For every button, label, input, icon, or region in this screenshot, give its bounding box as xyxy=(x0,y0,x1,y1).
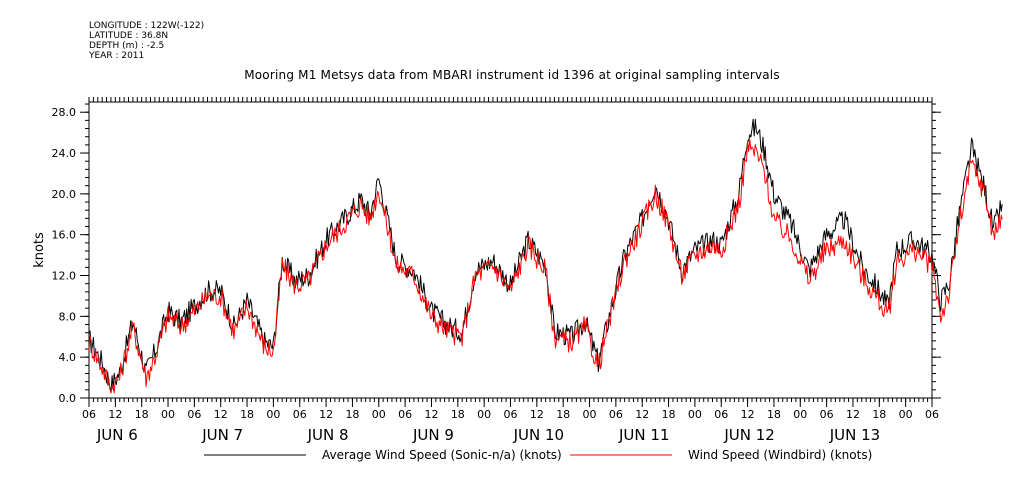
x-hour-tick-label: 06 xyxy=(398,408,412,421)
x-hour-tick-label: 00 xyxy=(161,408,175,421)
x-hour-tick-label: 12 xyxy=(635,408,649,421)
x-hour-tick-label: 06 xyxy=(714,408,728,421)
x-day-label: JUN 10 xyxy=(513,426,564,444)
x-hour-tick-label: 00 xyxy=(266,408,280,421)
meta-year: YEAR : 2011 xyxy=(89,51,145,61)
x-day-label: JUN 7 xyxy=(201,426,243,444)
plot-frame xyxy=(88,101,933,399)
x-hour-tick-label: 06 xyxy=(504,408,518,421)
y-tick-label: 0.0 xyxy=(59,392,77,405)
y-tick-label: 24.0 xyxy=(52,147,77,160)
x-hour-tick-label: 00 xyxy=(477,408,491,421)
y-axis-label: knots xyxy=(32,232,47,268)
x-hour-tick-label: 12 xyxy=(530,408,544,421)
x-hour-tick-label: 06 xyxy=(925,408,939,421)
x-hour-tick-label: 06 xyxy=(82,408,96,421)
x-hour-tick-label: 12 xyxy=(108,408,122,421)
x-hour-tick-label: 18 xyxy=(556,408,570,421)
x-hour-tick-label: 12 xyxy=(741,408,755,421)
x-day-label: JUN 12 xyxy=(723,426,774,444)
y-tick-label: 16.0 xyxy=(52,229,77,242)
meta-latitude: LATITUDE : 36.8N xyxy=(89,31,169,41)
x-day-label: JUN 11 xyxy=(618,426,669,444)
x-hour-tick-label: 00 xyxy=(899,408,913,421)
meta-depth: DEPTH (m) : -2.5 xyxy=(89,41,165,51)
x-hour-tick-label: 06 xyxy=(293,408,307,421)
x-hour-tick-label: 06 xyxy=(820,408,834,421)
x-hour-tick-label: 00 xyxy=(688,408,702,421)
x-hour-tick-label: 06 xyxy=(187,408,201,421)
x-day-label: JUN 9 xyxy=(412,426,454,444)
x-hour-tick-label: 12 xyxy=(214,408,228,421)
x-hour-tick-label: 18 xyxy=(135,408,149,421)
x-hour-tick-label: 18 xyxy=(662,408,676,421)
series-sonic-line xyxy=(88,118,1003,394)
x-hour-tick-label: 18 xyxy=(345,408,359,421)
x-day-label: JUN 13 xyxy=(829,426,880,444)
x-hour-tick-label: 18 xyxy=(451,408,465,421)
x-day-label: JUN 6 xyxy=(96,426,138,444)
metadata-block: LONGITUDE : 122W(-122) LATITUDE : 36.8N … xyxy=(89,21,204,61)
y-tick-label: 20.0 xyxy=(52,188,77,201)
x-hour-tick-label: 18 xyxy=(767,408,781,421)
x-hour-tick-label: 06 xyxy=(609,408,623,421)
legend-sonic-label: Average Wind Speed (Sonic-n/a) (knots) xyxy=(322,448,562,462)
legend-windbird-label: Wind Speed (Windbird) (knots) xyxy=(688,448,872,462)
y-tick-label: 28.0 xyxy=(52,106,77,119)
x-hour-tick-label: 12 xyxy=(846,408,860,421)
x-hour-tick-label: 00 xyxy=(372,408,386,421)
chart-title: Mooring M1 Metsys data from MBARI instru… xyxy=(244,68,780,82)
x-hour-tick-label: 12 xyxy=(319,408,333,421)
y-tick-label: 4.0 xyxy=(59,351,77,364)
x-day-label: JUN 8 xyxy=(307,426,349,444)
x-hour-tick-label: 18 xyxy=(240,408,254,421)
y-tick-label: 8.0 xyxy=(59,310,77,323)
meta-longitude: LONGITUDE : 122W(-122) xyxy=(89,21,205,31)
series-windbird-line xyxy=(88,139,1003,394)
x-hour-tick-label: 00 xyxy=(793,408,807,421)
x-hour-tick-label: 12 xyxy=(424,408,438,421)
x-hour-tick-label: 00 xyxy=(583,408,597,421)
x-hour-tick-label: 18 xyxy=(872,408,886,421)
y-tick-label: 12.0 xyxy=(52,270,77,283)
